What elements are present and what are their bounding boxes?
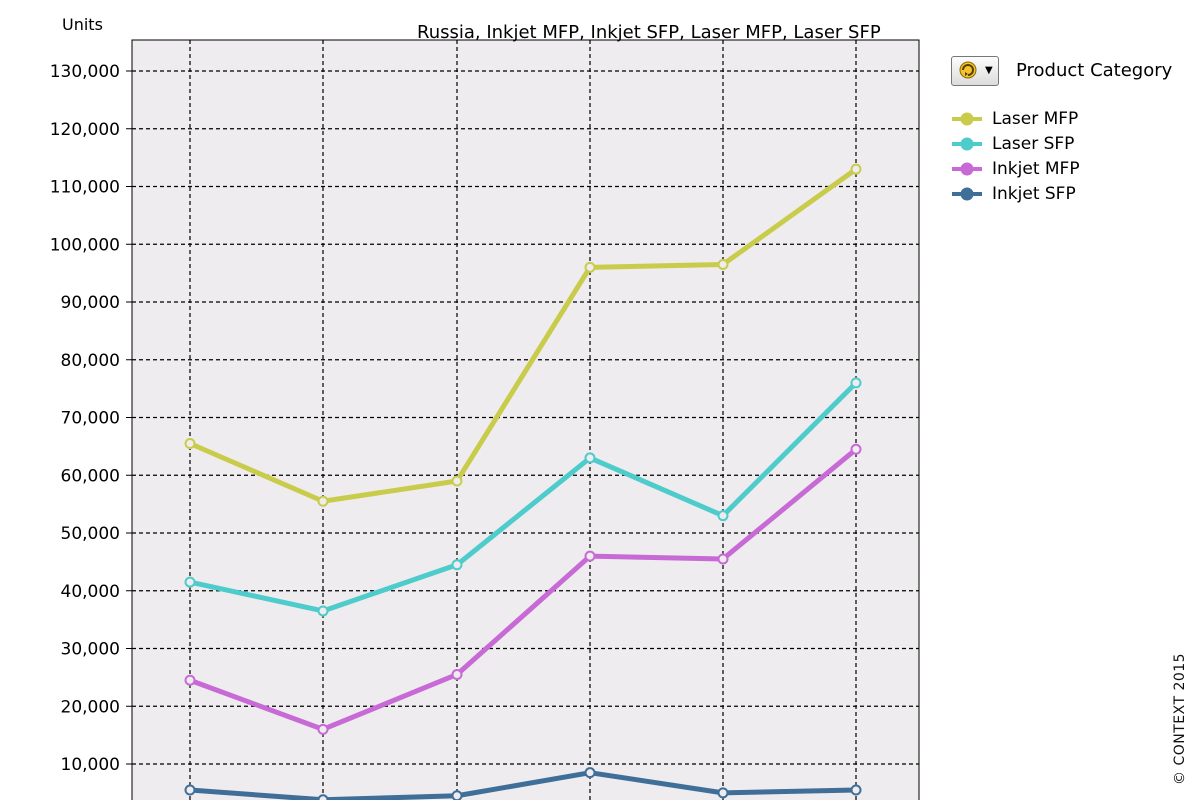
series-line-inkjet-mfp [189, 447, 858, 732]
series-line-laser-mfp [189, 167, 858, 504]
data-point-inkjet-sfp[interactable] [184, 784, 196, 796]
legend-label: Laser MFP [992, 108, 1079, 129]
legend-label: Inkjet MFP [992, 158, 1080, 179]
y-tick-label: 10,000 [61, 755, 120, 775]
data-point-inkjet-mfp[interactable] [317, 723, 329, 735]
data-point-inkjet-sfp[interactable] [317, 794, 329, 800]
y-tick-label: 130,000 [50, 62, 120, 82]
legend-item-laser-mfp[interactable]: Laser MFP [952, 106, 1080, 131]
data-point-inkjet-sfp[interactable] [850, 784, 862, 796]
data-point-inkjet-mfp[interactable] [717, 553, 729, 565]
y-tick-label: 70,000 [61, 409, 120, 429]
series-line-laser-sfp [189, 381, 858, 614]
y-tick-label: 80,000 [61, 351, 120, 371]
data-point-laser-sfp[interactable] [451, 559, 463, 571]
data-point-laser-mfp[interactable] [184, 437, 196, 449]
data-point-laser-mfp[interactable] [850, 163, 862, 175]
legend-menu-button[interactable]: ▼ [951, 56, 999, 86]
data-point-laser-sfp[interactable] [317, 605, 329, 617]
series-inkjet-sfp [184, 767, 862, 800]
data-point-laser-sfp[interactable] [850, 377, 862, 389]
y-tick-label: 30,000 [61, 640, 120, 660]
data-point-laser-mfp[interactable] [717, 258, 729, 270]
y-tick-label: 60,000 [61, 466, 120, 486]
legend-item-inkjet-sfp[interactable]: Inkjet SFP [952, 181, 1080, 206]
data-point-inkjet-sfp[interactable] [451, 790, 463, 800]
y-tick-label: 20,000 [61, 697, 120, 717]
chart-title: Russia, Inkjet MFP, Inkjet SFP, Laser MF… [417, 22, 881, 43]
refresh-icon [959, 61, 977, 79]
y-tick-label: 50,000 [61, 524, 120, 544]
chevron-down-icon: ▼ [985, 65, 993, 76]
data-point-laser-mfp[interactable] [584, 261, 596, 273]
y-tick-label: 110,000 [50, 178, 120, 198]
legend-item-inkjet-mfp[interactable]: Inkjet MFP [952, 156, 1080, 181]
series-laser-mfp [184, 163, 862, 507]
y-tick-label: 40,000 [61, 582, 120, 602]
series-lines [184, 163, 862, 800]
legend-item-laser-sfp[interactable]: Laser SFP [952, 131, 1080, 156]
legend-label: Laser SFP [992, 133, 1075, 154]
y-axis-ticks: 10,000 20,000 30,000 40,000 50,000 60,000 70,0… [50, 62, 132, 775]
series-inkjet-mfp [184, 443, 862, 735]
legend-swatch [952, 112, 982, 125]
legend: Laser MFP Laser SFP Inkjet MFP Inkjet SFP [952, 106, 1080, 206]
series-laser-sfp [184, 377, 862, 617]
plot-area [131, 39, 920, 800]
legend-swatch [952, 162, 982, 175]
series-line-inkjet-sfp [189, 770, 857, 800]
y-tick-label: 120,000 [50, 120, 120, 140]
data-point-laser-mfp[interactable] [451, 475, 463, 487]
y-tick-label: 90,000 [61, 293, 120, 313]
data-point-inkjet-mfp[interactable] [184, 674, 196, 686]
legend-title: Product Category [1016, 60, 1173, 81]
legend-label: Inkjet SFP [992, 183, 1076, 204]
legend-swatch [952, 137, 982, 150]
data-point-inkjet-sfp[interactable] [584, 767, 596, 779]
data-point-laser-sfp[interactable] [184, 576, 196, 588]
data-point-laser-sfp[interactable] [584, 452, 596, 464]
legend-swatch [952, 187, 982, 200]
data-point-laser-mfp[interactable] [317, 495, 329, 507]
data-point-inkjet-mfp[interactable] [850, 443, 862, 455]
copyright: © CONTEXT 2015 [1172, 652, 1188, 785]
data-point-laser-sfp[interactable] [717, 510, 729, 522]
horizontal-gridlines [132, 70, 919, 765]
data-point-inkjet-sfp[interactable] [717, 787, 729, 799]
y-tick-label: 100,000 [50, 235, 120, 255]
vertical-gridlines [189, 40, 857, 800]
y-axis-label: Units [62, 15, 103, 34]
data-point-inkjet-mfp[interactable] [584, 550, 596, 562]
data-point-inkjet-mfp[interactable] [451, 668, 463, 680]
